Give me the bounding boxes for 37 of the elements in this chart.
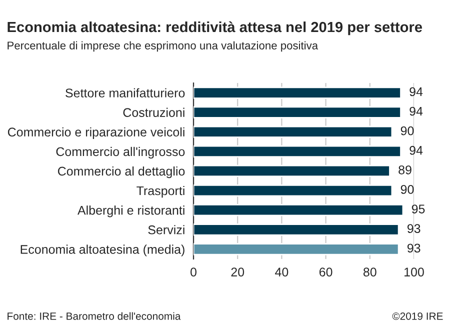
y-tick-label: Trasporti <box>136 186 184 198</box>
y-tick-label: Settore manifatturiero <box>66 88 185 98</box>
x-tick-label: 100 <box>404 268 424 276</box>
data-label: 94 <box>410 146 423 155</box>
data-label: 94 <box>410 106 423 116</box>
y-tick-label: Alberghi e ristoranti <box>78 206 184 218</box>
y-tick-label: Commercio all'ingrosso <box>56 146 185 159</box>
chart-title: Economia altoatesina: redditività attesa nel 2019 per settore <box>8 21 422 36</box>
bar <box>194 106 402 118</box>
data-label: 90 <box>400 185 414 194</box>
bar <box>194 145 402 158</box>
y-tick-label: Economia altoatesina (media) <box>20 244 184 256</box>
y-tick-label: Commercio al dettaglio <box>58 166 185 178</box>
y-tick-label: Costruzioni <box>123 108 184 117</box>
bar <box>194 204 404 216</box>
text: ©2019 IRE <box>392 312 443 320</box>
data-label: 94 <box>410 87 423 96</box>
x-tick-label: 20 <box>231 268 244 276</box>
data-label: 90 <box>400 126 414 136</box>
source-note: Fonte: IRE - Barometro dell'economia <box>8 312 181 320</box>
y-tick-label: Commercio e riparazione veicoli <box>8 127 184 139</box>
chart-subtitle: Percentuale di imprese che esprimono una valutazione positiva <box>8 41 318 52</box>
bar <box>194 184 393 197</box>
data-label: 93 <box>407 224 420 233</box>
data-label: 95 <box>412 204 425 214</box>
bar <box>194 224 400 236</box>
bar <box>194 126 393 138</box>
x-tick-label: 60 <box>319 268 332 276</box>
x-tick-label: 0 <box>190 268 196 276</box>
data-label: 93 <box>407 244 420 253</box>
bar <box>194 164 390 178</box>
x-tick-label: 40 <box>275 268 288 276</box>
bar <box>194 243 400 256</box>
y-tick-label: Servizi <box>148 225 184 234</box>
data-label: 89 <box>398 165 412 174</box>
x-tick-label: 80 <box>363 268 376 276</box>
bar <box>194 86 402 99</box>
